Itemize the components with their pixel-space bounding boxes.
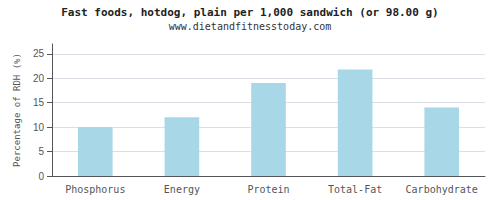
- svg-text:15: 15: [33, 97, 45, 108]
- svg-text:www.dietandfitnesstoday.com: www.dietandfitnesstoday.com: [169, 21, 332, 32]
- svg-text:Fast foods, hotdog, plain per: Fast foods, hotdog, plain per 1,000 sand…: [61, 6, 439, 19]
- svg-text:Carbohydrate: Carbohydrate: [406, 184, 478, 195]
- svg-text:10: 10: [33, 122, 45, 133]
- svg-text:5: 5: [38, 146, 44, 157]
- svg-text:Energy: Energy: [164, 184, 200, 195]
- svg-text:Phosphorus: Phosphorus: [65, 184, 125, 195]
- svg-text:25: 25: [33, 48, 45, 59]
- svg-text:Total-Fat: Total-Fat: [328, 184, 382, 195]
- svg-text:0: 0: [38, 171, 44, 182]
- svg-text:Percentage of RDH (%): Percentage of RDH (%): [12, 53, 22, 167]
- svg-text:Protein: Protein: [247, 184, 289, 195]
- svg-text:20: 20: [33, 73, 45, 84]
